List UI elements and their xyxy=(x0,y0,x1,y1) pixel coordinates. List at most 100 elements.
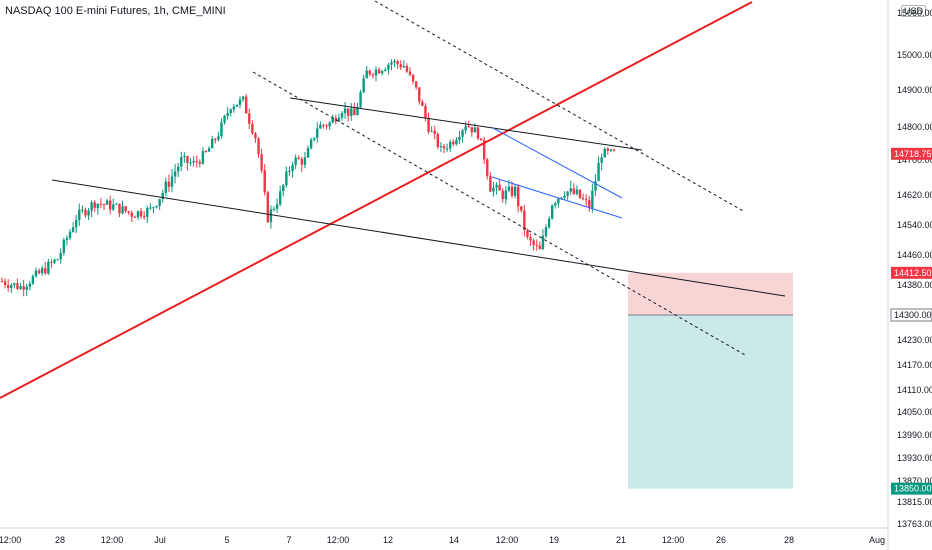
y-tick-label: 14110.00 xyxy=(897,385,932,395)
candle-body xyxy=(581,198,585,200)
candle-body xyxy=(244,96,248,114)
candle-body xyxy=(183,155,186,158)
take-profit-zone[interactable] xyxy=(628,315,793,489)
candle-body xyxy=(93,202,96,209)
candle-body xyxy=(0,281,4,283)
y-tick-label: 14700.00 xyxy=(897,155,932,165)
x-tick-label: 14 xyxy=(449,535,459,545)
y-tick-label: 13763.00 xyxy=(897,519,932,529)
x-tick-label: 21 xyxy=(616,535,626,545)
candle-body xyxy=(238,99,242,105)
candle-body xyxy=(269,209,273,223)
candle-body xyxy=(288,170,291,172)
candle-body xyxy=(569,188,572,192)
candle-body xyxy=(346,108,350,116)
blue-channel-bottom[interactable] xyxy=(491,176,623,219)
candle-body xyxy=(482,140,486,160)
candle-body xyxy=(146,207,149,217)
candle-body xyxy=(275,204,279,209)
stop-loss-zone[interactable] xyxy=(628,272,793,315)
candle-body xyxy=(47,261,50,274)
drawings xyxy=(0,0,786,399)
x-tick-label: 7 xyxy=(286,535,291,545)
candle-body xyxy=(414,81,418,88)
candle-body xyxy=(25,286,28,290)
dashed-channel-lower[interactable] xyxy=(252,71,746,356)
currency-badge[interactable]: USD xyxy=(901,5,927,17)
candle-body xyxy=(180,157,183,167)
candle-body xyxy=(44,268,47,274)
candle-body xyxy=(170,176,174,187)
candle-body xyxy=(56,259,59,261)
candle-body xyxy=(566,191,569,196)
candle-body xyxy=(606,148,610,151)
candle-body xyxy=(161,192,164,200)
candle-body xyxy=(78,209,81,221)
candle-body xyxy=(232,106,236,110)
candle-body xyxy=(498,184,501,191)
candle-body xyxy=(504,190,508,200)
candle-body xyxy=(399,64,402,68)
candle-body xyxy=(495,184,498,188)
upper-trend-line[interactable] xyxy=(289,97,643,151)
candle-body xyxy=(53,259,56,263)
candle-body xyxy=(294,157,297,165)
candle-body xyxy=(68,231,72,239)
y-tick-label: 13930.00 xyxy=(897,453,932,463)
uptrend-line[interactable] xyxy=(0,1,753,399)
candle-body xyxy=(489,175,492,192)
candle-body xyxy=(204,151,208,153)
candle-body xyxy=(538,245,542,250)
candle-body xyxy=(486,159,489,176)
candle-body xyxy=(572,188,576,194)
candle-body xyxy=(563,195,566,198)
candle-body xyxy=(603,148,606,158)
candle-body xyxy=(368,70,372,75)
candle-body xyxy=(371,74,375,76)
candle-body xyxy=(127,211,130,213)
candle-body xyxy=(198,161,202,164)
candle-body xyxy=(467,126,470,128)
candle-body xyxy=(377,69,381,74)
candle-body xyxy=(195,161,198,163)
x-tick-label: 12 xyxy=(383,535,393,545)
candle-body xyxy=(380,70,384,74)
candle-body xyxy=(96,203,100,209)
candle-body xyxy=(319,124,322,129)
candle-body xyxy=(189,162,192,164)
candle-body xyxy=(158,199,161,206)
y-tick-label: 13990.00 xyxy=(897,430,932,440)
y-tick-label: 14050.00 xyxy=(897,407,932,417)
x-tick-label: 19 xyxy=(549,535,559,545)
x-tick-label: 12:00 xyxy=(0,535,21,545)
dashed-channel-upper[interactable] xyxy=(374,0,746,213)
blue-channel-top[interactable] xyxy=(492,127,623,199)
candle-body xyxy=(479,138,483,141)
price-tag xyxy=(891,482,932,495)
x-tick-label: 12:00 xyxy=(101,535,124,545)
candle-body xyxy=(328,122,331,127)
candle-body xyxy=(263,170,266,193)
candle-body xyxy=(461,130,464,137)
candle-body xyxy=(334,117,338,122)
candle-body xyxy=(74,220,78,228)
candle-body xyxy=(71,227,75,232)
candle-body xyxy=(133,216,137,218)
position-zones xyxy=(628,272,793,489)
candle-body xyxy=(421,101,424,107)
candle-body xyxy=(81,209,84,211)
candle-body xyxy=(393,61,396,63)
candle-body xyxy=(594,181,597,191)
candle-body xyxy=(427,117,430,132)
lower-trend-line[interactable] xyxy=(51,179,786,297)
candle-body xyxy=(6,285,10,288)
candle-body xyxy=(173,171,177,177)
candle-body xyxy=(343,108,347,114)
candle-body xyxy=(340,113,344,118)
candle-body xyxy=(13,283,16,286)
x-tick-label: Aug xyxy=(869,535,885,545)
candle-body xyxy=(226,113,229,116)
price-tag xyxy=(891,147,932,160)
candle-body xyxy=(560,197,563,199)
